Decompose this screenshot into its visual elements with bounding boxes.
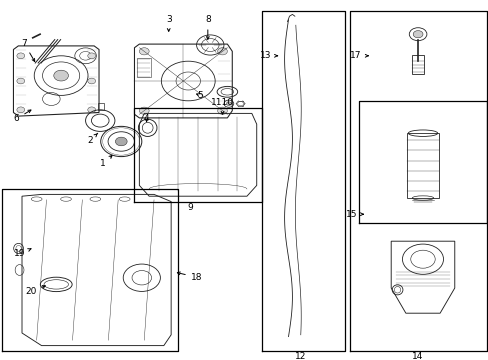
Text: 4: 4 <box>143 114 149 123</box>
Bar <box>407 133 438 198</box>
Circle shape <box>17 107 25 113</box>
Text: 1110: 1110 <box>210 98 234 114</box>
Text: 14: 14 <box>411 352 423 360</box>
Bar <box>137 58 150 77</box>
Circle shape <box>17 78 25 84</box>
Text: 5: 5 <box>196 91 203 100</box>
Text: 19: 19 <box>14 249 31 258</box>
Circle shape <box>139 107 149 114</box>
Text: 20: 20 <box>25 285 45 296</box>
Text: 8: 8 <box>204 15 210 39</box>
Text: 13: 13 <box>259 51 277 60</box>
Text: 3: 3 <box>165 15 171 31</box>
Text: 9: 9 <box>187 202 193 211</box>
Text: 6: 6 <box>14 110 31 123</box>
Text: 15: 15 <box>345 210 363 219</box>
Circle shape <box>87 53 96 59</box>
Circle shape <box>139 48 149 55</box>
Circle shape <box>217 48 227 55</box>
Circle shape <box>87 78 96 84</box>
Circle shape <box>17 53 25 59</box>
Circle shape <box>226 102 231 105</box>
Circle shape <box>87 107 96 113</box>
Circle shape <box>412 31 422 38</box>
Text: 18: 18 <box>177 272 202 282</box>
Text: 12: 12 <box>294 352 306 360</box>
Bar <box>411 55 423 74</box>
Bar <box>98 103 103 110</box>
Text: 7: 7 <box>21 39 35 62</box>
Circle shape <box>54 70 68 81</box>
Text: 1: 1 <box>100 156 112 168</box>
Text: 17: 17 <box>349 51 367 60</box>
Text: 2: 2 <box>87 133 98 145</box>
Circle shape <box>115 137 127 146</box>
Circle shape <box>217 107 227 114</box>
